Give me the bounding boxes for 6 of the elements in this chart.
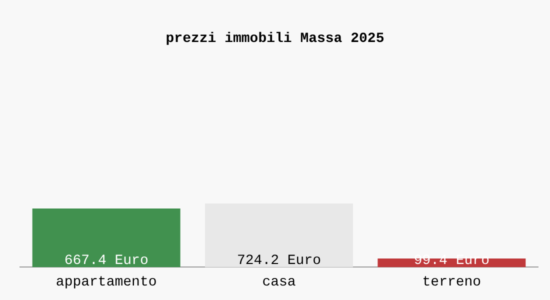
data-label: 667.4 Euro (64, 252, 148, 269)
x-tick-label: casa (262, 274, 296, 290)
x-tick-label: terreno (422, 274, 482, 290)
data-label: 724.2 Euro (236, 252, 322, 269)
chart-title: prezzi immobili Massa 2025 (166, 30, 384, 47)
x-tick-label: appartamento (56, 274, 157, 290)
